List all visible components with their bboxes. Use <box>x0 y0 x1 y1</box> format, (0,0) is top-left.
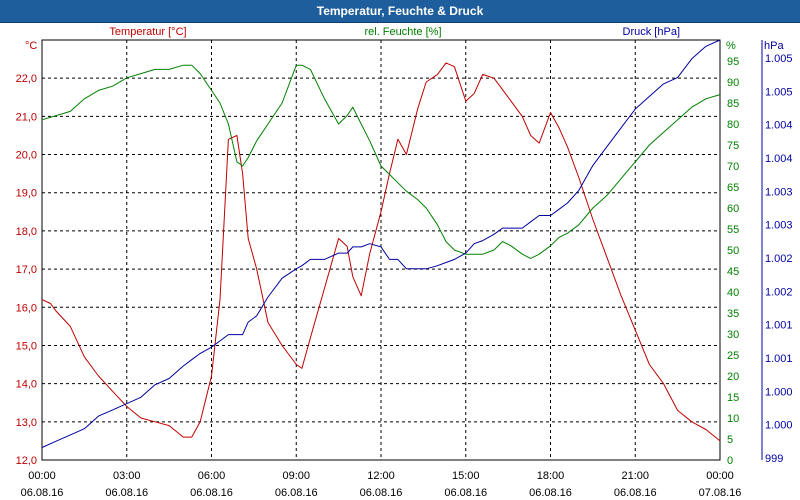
humidity-tick-label: 90 <box>727 77 739 89</box>
pressure-tick-label: 1.003 <box>765 220 793 232</box>
pressure-tick-label: 1.000 <box>765 420 793 432</box>
plot-frame <box>41 39 721 461</box>
humidity-tick-label: 30 <box>727 329 739 341</box>
series-lines <box>41 39 721 448</box>
humidity-axis-label: rel. Feuchte [%] <box>364 26 441 38</box>
humidity-tick-label: 95 <box>727 56 739 68</box>
pressure-tick-label: 1.000 <box>765 386 793 398</box>
humidity-tick-label: 85 <box>727 98 739 110</box>
x-tick-time: 09:00 <box>282 470 310 482</box>
x-tick-time: 00:00 <box>28 470 56 482</box>
humidity-tick-label: 45 <box>727 266 739 278</box>
x-tick-date: 06.08.16 <box>21 487 64 499</box>
x-tick-time: 06:00 <box>198 470 226 482</box>
x-tick-time: 12:00 <box>367 470 395 482</box>
pressure-tick-label: 1.001 <box>765 353 793 365</box>
temperature-tick-label: 18,0 <box>16 226 37 238</box>
x-tick-date: 06.08.16 <box>614 487 657 499</box>
x-tick-time: 15:00 <box>452 470 480 482</box>
x-tick-date: 06.08.16 <box>275 487 318 499</box>
temperature-tick-label: 22,0 <box>16 73 37 85</box>
x-tick-date: 06.08.16 <box>444 487 487 499</box>
x-tick-date: 06.08.16 <box>190 487 233 499</box>
x-tick-date: 06.08.16 <box>360 487 403 499</box>
humidity-tick-label: 25 <box>727 350 739 362</box>
humidity-tick-label: 40 <box>727 287 739 299</box>
pressure-tick-label: 1.001 <box>765 320 793 332</box>
pressure-tick-label: 1.005 <box>765 53 793 65</box>
axis-ticks: 00:00 06.08.16 03:00 06.08.16 06:00 06.08.16 0… <box>16 40 800 499</box>
humidity-tick-label: 10 <box>727 413 739 425</box>
temperature-tick-label: 20,0 <box>16 150 37 162</box>
temperature-tick-label: 17,0 <box>16 264 37 276</box>
humidity-tick-label: 75 <box>727 140 739 152</box>
temperature-axis-label: Temperatur [°C] <box>109 26 186 38</box>
humidity-tick-label: 60 <box>727 203 739 215</box>
humidity-tick-label: 70 <box>727 161 739 173</box>
temperature-tick-label: 12,0 <box>16 455 37 467</box>
humidity-tick-label: 35 <box>727 308 739 320</box>
pressure-tick-label: 1.002 <box>765 286 793 298</box>
humidity-tick-label: 80 <box>727 119 739 131</box>
x-tick-date: 06.08.16 <box>529 487 572 499</box>
chart: 00:00 06.08.16 03:00 06.08.16 06:00 06.08.16 0… <box>16 26 800 499</box>
humidity-tick-label: 0 <box>727 455 733 467</box>
pressure-tick-label: 1.005 <box>765 86 793 98</box>
humidity-tick-label: 65 <box>727 182 739 194</box>
x-tick-date: 06.08.16 <box>105 487 148 499</box>
temperature-tick-label: 15,0 <box>16 340 37 352</box>
temperature-series-line <box>41 62 721 442</box>
humidity-tick-label: 5 <box>727 434 733 446</box>
x-tick-date: 07.08.16 <box>699 487 742 499</box>
pressure-tick-label: 1.003 <box>765 186 793 198</box>
chart-title: Temperatur, Feuchte & Druck <box>316 4 484 18</box>
temperature-tick-label: 14,0 <box>16 379 37 391</box>
humidity-unit: % <box>726 40 736 52</box>
window-titlebar: Temperatur, Feuchte & Druck <box>0 0 800 23</box>
humidity-tick-label: 55 <box>727 224 739 236</box>
pressure-unit: hPa <box>764 40 784 52</box>
pressure-tick-label: 1.004 <box>765 120 793 132</box>
x-tick-time: 00:00 <box>706 470 734 482</box>
temperature-tick-label: 19,0 <box>16 188 37 200</box>
pressure-tick-label: 1.004 <box>765 153 793 165</box>
gridlines <box>42 40 720 460</box>
temperature-tick-label: 13,0 <box>16 417 37 429</box>
temperature-tick-label: 21,0 <box>16 111 37 123</box>
humidity-series-line <box>41 64 721 259</box>
humidity-tick-label: 20 <box>727 371 739 383</box>
x-tick-time: 21:00 <box>621 470 649 482</box>
x-tick-time: 18:00 <box>537 470 565 482</box>
pressure-tick-label: 999 <box>765 453 783 465</box>
temperature-unit: °C <box>25 40 37 52</box>
pressure-tick-label: 1.002 <box>765 253 793 265</box>
x-tick-time: 03:00 <box>113 470 141 482</box>
humidity-tick-label: 15 <box>727 392 739 404</box>
temperature-tick-label: 16,0 <box>16 302 37 314</box>
pressure-series-line <box>41 39 721 448</box>
pressure-axis-label: Druck [hPa] <box>623 26 680 38</box>
humidity-tick-label: 50 <box>727 245 739 257</box>
